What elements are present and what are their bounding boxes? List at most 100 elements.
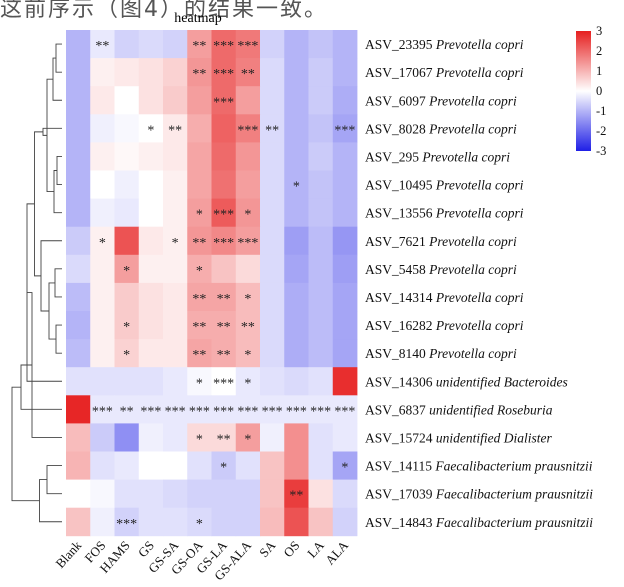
- heatmap-cell: [332, 170, 358, 199]
- heatmap-cell: [114, 282, 140, 312]
- heatmap-cell: [138, 226, 164, 256]
- heatmap-cell: [211, 451, 237, 480]
- significance-mark: ***: [310, 404, 331, 419]
- significance-mark: **: [192, 348, 206, 363]
- dendrogram-branch: [55, 324, 62, 354]
- heatmap-cell: [308, 367, 334, 396]
- heatmap-cell: [90, 58, 115, 87]
- heatmap-cell: [308, 282, 334, 312]
- significance-mark: *: [147, 123, 154, 138]
- heatmap-cell: [260, 86, 285, 115]
- dendrogram-branch: [27, 292, 62, 438]
- row-label: ASV_13556 Prevotella copri: [365, 206, 524, 221]
- heatmap-cell: [163, 58, 188, 87]
- heatmap-cell: [332, 254, 358, 284]
- heatmap-cell: [211, 339, 237, 368]
- heatmap-cell: [90, 226, 115, 256]
- significance-mark: **: [217, 432, 231, 447]
- heatmap-cell: [163, 282, 188, 312]
- heatmap-cell: [138, 423, 164, 452]
- heatmap-cell: [260, 395, 285, 424]
- heatmap-cell: [308, 339, 334, 368]
- heatmap-cell: [211, 423, 237, 452]
- heatmap-cell: [308, 198, 334, 228]
- significance-mark: *: [244, 348, 251, 363]
- legend-tick-label: -2: [596, 124, 606, 138]
- significance-mark: ***: [213, 95, 234, 110]
- heatmap-cell: [163, 142, 188, 171]
- heatmap-cell: [235, 86, 261, 115]
- heatmap-cell: [114, 395, 140, 424]
- heatmap-cell: [187, 507, 212, 537]
- heatmap-cell: [308, 254, 334, 284]
- heatmap-cell: [138, 479, 164, 509]
- heatmap-cell: [308, 423, 334, 452]
- chart-title: heatmap: [174, 11, 221, 26]
- heatmap-cell: [90, 198, 115, 228]
- heatmap-cell: [235, 142, 261, 171]
- heatmap-cell: [332, 58, 358, 87]
- heatmap-cell: [138, 367, 164, 396]
- heatmap-cell: [332, 423, 358, 452]
- heatmap-cell: [235, 254, 261, 284]
- significance-mark: ***: [334, 404, 355, 419]
- heatmap-cell: [332, 507, 358, 537]
- heatmap-cell: [163, 114, 188, 143]
- heatmap-cell: [332, 395, 358, 424]
- significance-mark: *: [244, 432, 251, 447]
- heatmap-cell: [211, 507, 237, 537]
- heatmap-cell: [284, 30, 309, 59]
- heatmap-cell: [284, 479, 309, 509]
- heatmap-cell: [187, 367, 212, 396]
- significance-mark: *: [123, 348, 130, 363]
- legend-tick-label: -3: [596, 144, 606, 158]
- significance-mark: ***: [237, 39, 258, 54]
- heatmap-cell: [235, 423, 261, 452]
- heatmap-cell: [211, 254, 237, 284]
- heatmap-cell: [66, 339, 91, 368]
- heatmap-cell: [284, 282, 309, 312]
- heatmap-cell: [260, 479, 285, 509]
- significance-mark: ***: [92, 404, 113, 419]
- heatmap-cell: [90, 114, 115, 143]
- heatmap-cell: [163, 479, 188, 509]
- heatmap-cell: [114, 114, 140, 143]
- heatmap-cell: [308, 311, 334, 340]
- legend-tick-label: 0: [596, 84, 602, 98]
- row-label: ASV_14314 Prevotella copri: [365, 290, 524, 305]
- heatmap-cell: [308, 226, 334, 256]
- heatmap-cell: [260, 198, 285, 228]
- heatmap-cell: [66, 142, 91, 171]
- heatmap-cell: [138, 170, 164, 199]
- row-label: ASV_17067 Prevotella copri: [365, 65, 524, 80]
- significance-mark: ***: [237, 404, 258, 419]
- significance-mark: **: [265, 123, 279, 138]
- significance-mark: *: [123, 264, 130, 279]
- significance-mark: ***: [213, 236, 234, 251]
- dendrogram-branch: [52, 57, 62, 101]
- legend-tick-label: 3: [596, 24, 602, 38]
- significance-mark: ***: [213, 39, 234, 54]
- heatmap-cell: [211, 114, 237, 143]
- heatmap-cell: [332, 142, 358, 171]
- legend-tick-label: -1: [596, 104, 606, 118]
- column-label: SA: [256, 537, 279, 560]
- heatmap-cell: [66, 395, 91, 424]
- significance-mark: **: [192, 292, 206, 307]
- heatmap-cell: [332, 451, 358, 480]
- significance-mark: **: [289, 489, 303, 504]
- heatmap-cell: [235, 479, 261, 509]
- significance-mark: **: [192, 236, 206, 251]
- row-labels: ASV_23395 Prevotella copri ASV_17067 Prev…: [365, 37, 593, 530]
- heatmap-cell: [187, 311, 212, 340]
- heatmap-cell: [308, 507, 334, 537]
- heatmap-cell: [284, 507, 309, 537]
- legend-tick-label: 2: [596, 44, 602, 58]
- heatmap-cell: [138, 451, 164, 480]
- heatmap-cell: [187, 30, 212, 59]
- heatmap-cell: [187, 339, 212, 368]
- heatmap-cell: [308, 170, 334, 199]
- significance-mark: **: [95, 39, 109, 54]
- row-label: ASV_6837 unidentified Roseburia: [365, 402, 553, 417]
